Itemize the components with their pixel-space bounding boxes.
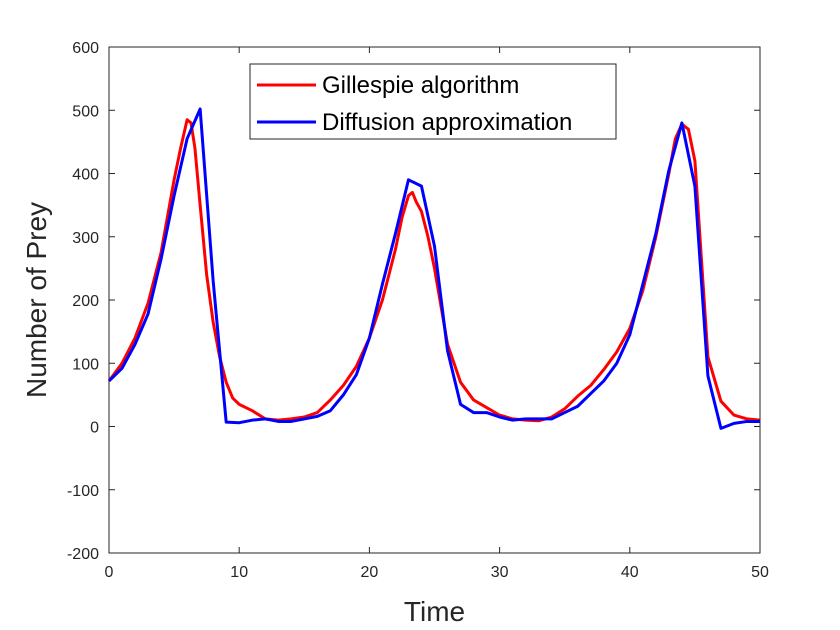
- legend-label-gillespie: Gillespie algorithm: [322, 72, 519, 99]
- series-layer: [107, 107, 761, 430]
- x-tick-label-20: 20: [361, 564, 379, 581]
- y-tick-label--100: -100: [67, 483, 99, 500]
- y-tick-label-0: 0: [90, 420, 99, 437]
- y-tick-label-300: 300: [72, 230, 99, 247]
- x-tick-label-0: 0: [105, 564, 114, 581]
- y-tick-label--200: -200: [67, 546, 99, 563]
- y-tick-label-400: 400: [72, 167, 99, 184]
- legend-box: [249, 63, 617, 140]
- legend: Gillespie algorithm Diffusion approximat…: [249, 63, 617, 140]
- y-axis-title: Number of Prey: [21, 202, 52, 398]
- legend-label-diffusion: Diffusion approximation: [322, 109, 572, 136]
- y-tick-label-600: 600: [72, 40, 99, 57]
- series-line-diffusion: [107, 107, 760, 430]
- y-tick-label-100: 100: [72, 356, 99, 373]
- x-tick-label-30: 30: [491, 564, 509, 581]
- y-tick-label-200: 200: [72, 293, 99, 310]
- x-tick-label-10: 10: [230, 564, 248, 581]
- x-tick-label-40: 40: [621, 564, 639, 581]
- x-tick-label-50: 50: [751, 564, 769, 581]
- ticks-layer: 0 10 20 30 40 50 -200 -100 0 100 200 300 400 500 600: [67, 40, 769, 581]
- x-axis-title: Time: [404, 596, 465, 627]
- y-tick-label-500: 500: [72, 103, 99, 120]
